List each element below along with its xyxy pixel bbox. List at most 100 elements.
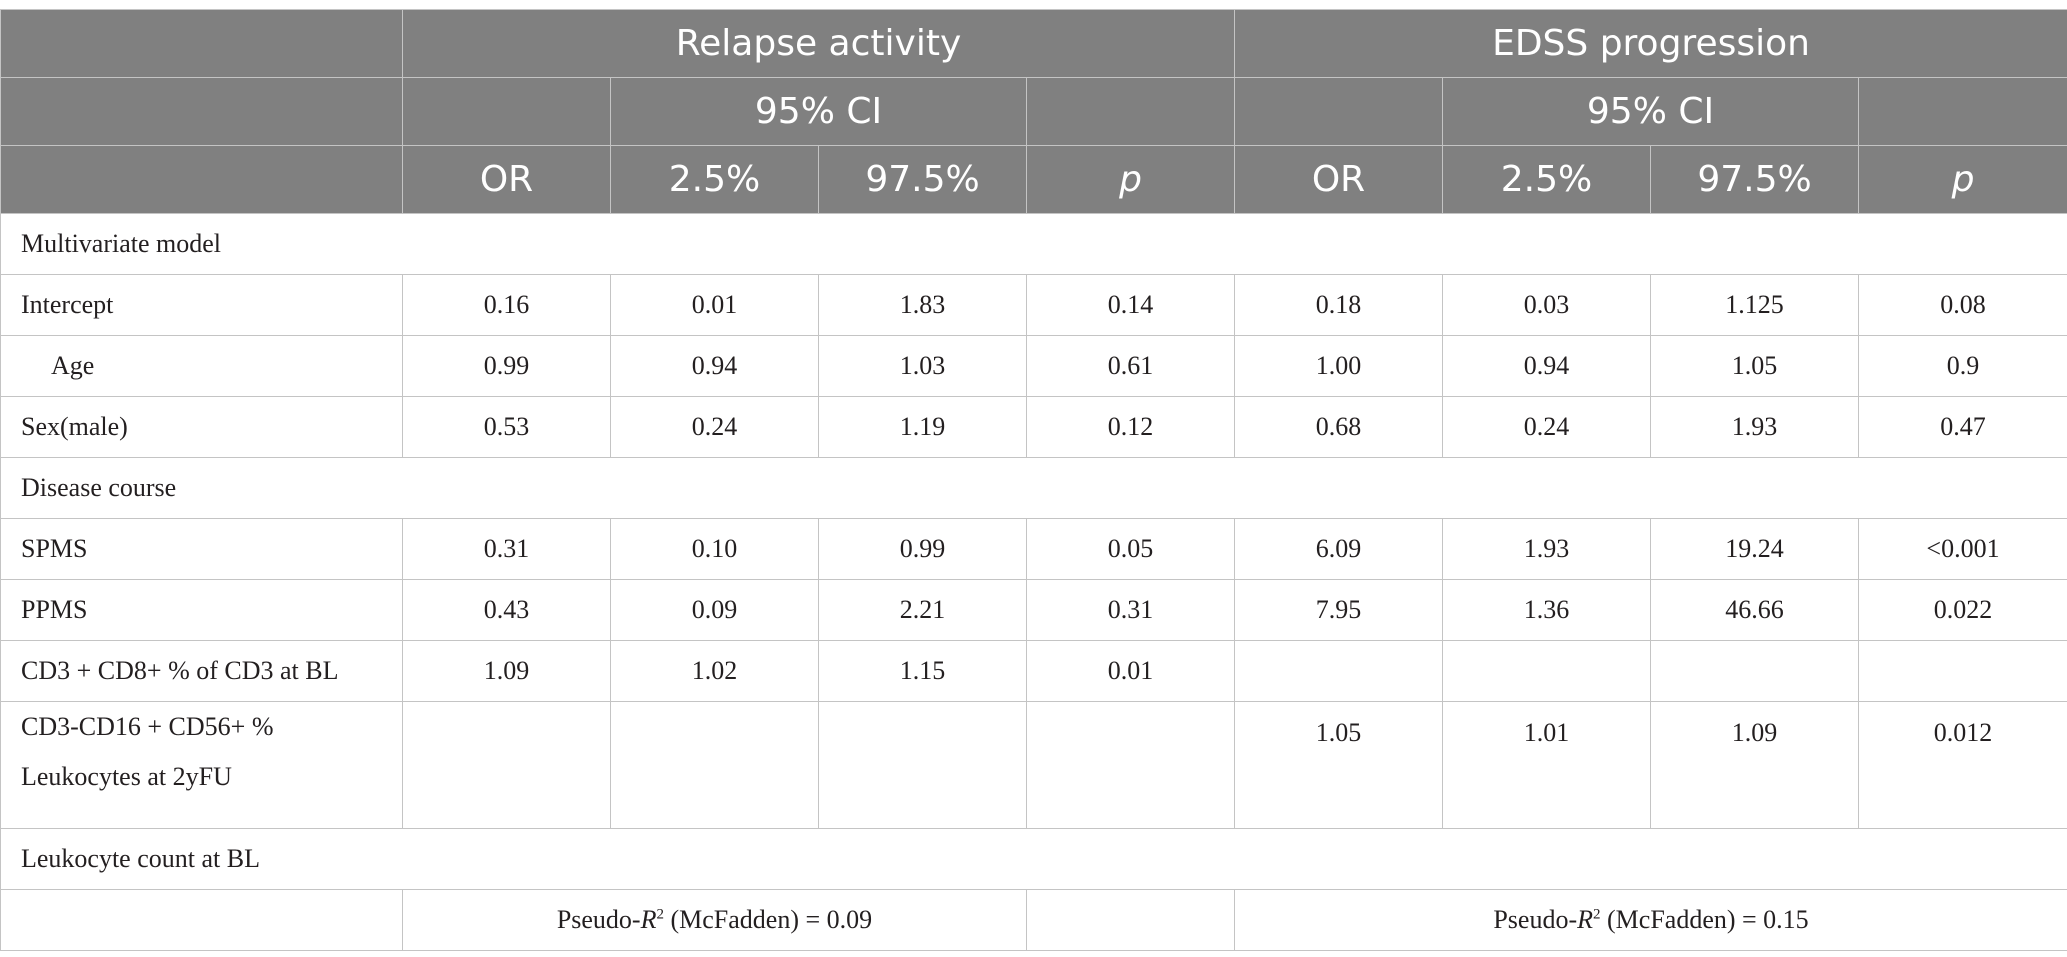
- header-empty-cell: [0, 77, 403, 146]
- cell-p-relapse: 0.12: [1025, 396, 1236, 458]
- header-empty-cell: [1025, 77, 1236, 146]
- header-or-edss: OR: [1234, 145, 1444, 214]
- cell-high-edss: 1.93: [1650, 396, 1860, 458]
- header-empty-cell: [0, 145, 403, 214]
- cell-low-relapse: 0.01: [610, 274, 819, 336]
- cell-low-relapse: [610, 701, 819, 829]
- empty-cell: [1025, 889, 1236, 951]
- header-empty-cell: [1858, 77, 2067, 146]
- table-row-cd8: CD3 + CD8+ % of CD3 at BL 1.09 1.02 1.15…: [0, 640, 2067, 702]
- cell-p-edss: 0.08: [1858, 274, 2067, 336]
- cell-p-relapse: 0.01: [1025, 640, 1236, 702]
- cell-high-relapse: 1.83: [818, 274, 1027, 336]
- cell-high-edss: 46.66: [1650, 579, 1860, 641]
- cell-p-relapse: [1025, 701, 1236, 829]
- header-low-relapse: 2.5%: [610, 145, 819, 214]
- row-label: CD3-CD16 + CD56+ % Leukocytes at 2yFU: [0, 701, 403, 829]
- table-row-spms: SPMS 0.31 0.10 0.99 0.05 6.09 1.93 19.24…: [0, 518, 2067, 580]
- cell-high-edss: 19.24: [1650, 518, 1860, 580]
- cell-p-relapse: 0.31: [1025, 579, 1236, 641]
- cell-high-relapse: 2.21: [818, 579, 1027, 641]
- cell-low-relapse: 0.94: [610, 335, 819, 397]
- pseudo-r2-symbol: R: [640, 905, 657, 934]
- cell-low-relapse: 0.24: [610, 396, 819, 458]
- cell-p-edss: 0.9: [1858, 335, 2067, 397]
- header-relapse-activity: Relapse activity: [401, 9, 1236, 78]
- cell-or-relapse: 0.16: [402, 274, 611, 336]
- cell-high-relapse: 1.19: [818, 396, 1027, 458]
- cell-p-relapse: 0.61: [1025, 335, 1236, 397]
- section-row-leukocyte-count: Leukocyte count at BL: [0, 828, 2067, 890]
- table-body: Multivariate model Intercept 0.16 0.01 1…: [0, 213, 2067, 951]
- header-row-groups: Relapse activity EDSS progression: [0, 9, 2067, 78]
- header-row-ci: 95% CI 95% CI: [0, 77, 2067, 146]
- cell-high-relapse: [818, 701, 1027, 829]
- header-empty-cell: [1234, 77, 1444, 146]
- cell-or-edss: 0.68: [1234, 396, 1444, 458]
- cell-low-relapse: 0.10: [610, 518, 819, 580]
- section-row-disease-course: Disease course: [0, 457, 2067, 519]
- cell-p-edss: [1858, 640, 2067, 702]
- cell-low-relapse: 0.09: [610, 579, 819, 641]
- cell-p-edss: 0.022: [1858, 579, 2067, 641]
- table-row-ppms: PPMS 0.43 0.09 2.21 0.31 7.95 1.36 46.66…: [0, 579, 2067, 641]
- row-label: PPMS: [0, 579, 403, 641]
- table-row-age: Age 0.99 0.94 1.03 0.61 1.00 0.94 1.05 0…: [0, 335, 2067, 397]
- pseudo-r2-value: (McFadden) = 0.09: [663, 905, 873, 934]
- pseudo-r2-value: (McFadden) = 0.15: [1600, 905, 1809, 934]
- empty-cell: [0, 889, 403, 951]
- row-label-line: Leukocytes at 2yFU: [21, 762, 232, 791]
- row-label: Sex(male): [0, 396, 403, 458]
- cell-or-edss: 1.00: [1234, 335, 1444, 397]
- row-label: Age: [0, 335, 403, 397]
- cell-low-edss: 0.03: [1442, 274, 1652, 336]
- cell-p-edss: 0.012: [1858, 701, 2067, 829]
- header-high-relapse: 97.5%: [818, 145, 1027, 214]
- cell-or-relapse: 0.53: [402, 396, 611, 458]
- section-label: Disease course: [0, 457, 2067, 519]
- section-label: Leukocyte count at BL: [0, 828, 2067, 890]
- pseudo-r2-prefix: Pseudo-: [556, 905, 641, 934]
- row-label-line: CD3-CD16 + CD56+ %: [21, 712, 274, 741]
- header-or-relapse: OR: [402, 145, 611, 214]
- pseudo-r2-superscript: 2: [656, 906, 664, 923]
- pseudo-r2-edss: Pseudo-R2 (McFadden) = 0.15: [1234, 889, 2067, 951]
- pseudo-r2-prefix: Pseudo-: [1493, 905, 1578, 934]
- row-label: Intercept: [0, 274, 403, 336]
- cell-high-edss: 1.125: [1650, 274, 1860, 336]
- table-row-nk: CD3-CD16 + CD56+ % Leukocytes at 2yFU 1.…: [0, 701, 2067, 829]
- header-ci-edss: 95% CI: [1442, 77, 1860, 146]
- header-high-edss: 97.5%: [1650, 145, 1860, 214]
- cell-p-relapse: 0.05: [1025, 518, 1236, 580]
- cell-or-relapse: 0.31: [402, 518, 611, 580]
- cell-low-edss: 1.93: [1442, 518, 1652, 580]
- header-empty-cell: [0, 9, 403, 78]
- cell-low-edss: [1442, 640, 1652, 702]
- cell-p-relapse: 0.14: [1025, 274, 1236, 336]
- cell-p-edss: 0.47: [1858, 396, 2067, 458]
- table-header: Relapse activity EDSS progression 95% CI…: [0, 9, 2067, 214]
- cell-high-edss: 1.09: [1650, 701, 1860, 829]
- table-row-sex: Sex(male) 0.53 0.24 1.19 0.12 0.68 0.24 …: [0, 396, 2067, 458]
- cell-high-relapse: 1.03: [818, 335, 1027, 397]
- row-label: CD3 + CD8+ % of CD3 at BL: [0, 640, 403, 702]
- cell-or-relapse: 1.09: [402, 640, 611, 702]
- cell-low-edss: 1.36: [1442, 579, 1652, 641]
- cell-or-relapse: 0.43: [402, 579, 611, 641]
- cell-or-edss: [1234, 640, 1444, 702]
- header-row-columns: OR 2.5% 97.5% p OR 2.5% 97.5% p: [0, 145, 2067, 214]
- pseudo-r2-symbol: R: [1577, 905, 1593, 934]
- table-row-intercept: Intercept 0.16 0.01 1.83 0.14 0.18 0.03 …: [0, 274, 2067, 336]
- cell-p-edss: <0.001: [1858, 518, 2067, 580]
- cell-or-relapse: [402, 701, 611, 829]
- header-empty-cell: [402, 77, 611, 146]
- section-row-multivariate: Multivariate model: [0, 213, 2067, 275]
- cell-or-edss: 6.09: [1234, 518, 1444, 580]
- pseudo-r2-relapse: Pseudo-R2 (McFadden) = 0.09: [402, 889, 1027, 951]
- cell-high-relapse: 1.15: [818, 640, 1027, 702]
- header-ci-relapse: 95% CI: [610, 77, 1027, 146]
- table-row-pseudo-r2: Pseudo-R2 (McFadden) = 0.09 Pseudo-R2 (M…: [0, 889, 2067, 951]
- header-p-edss: p: [1858, 145, 2067, 214]
- header-p-relapse: p: [1025, 145, 1236, 214]
